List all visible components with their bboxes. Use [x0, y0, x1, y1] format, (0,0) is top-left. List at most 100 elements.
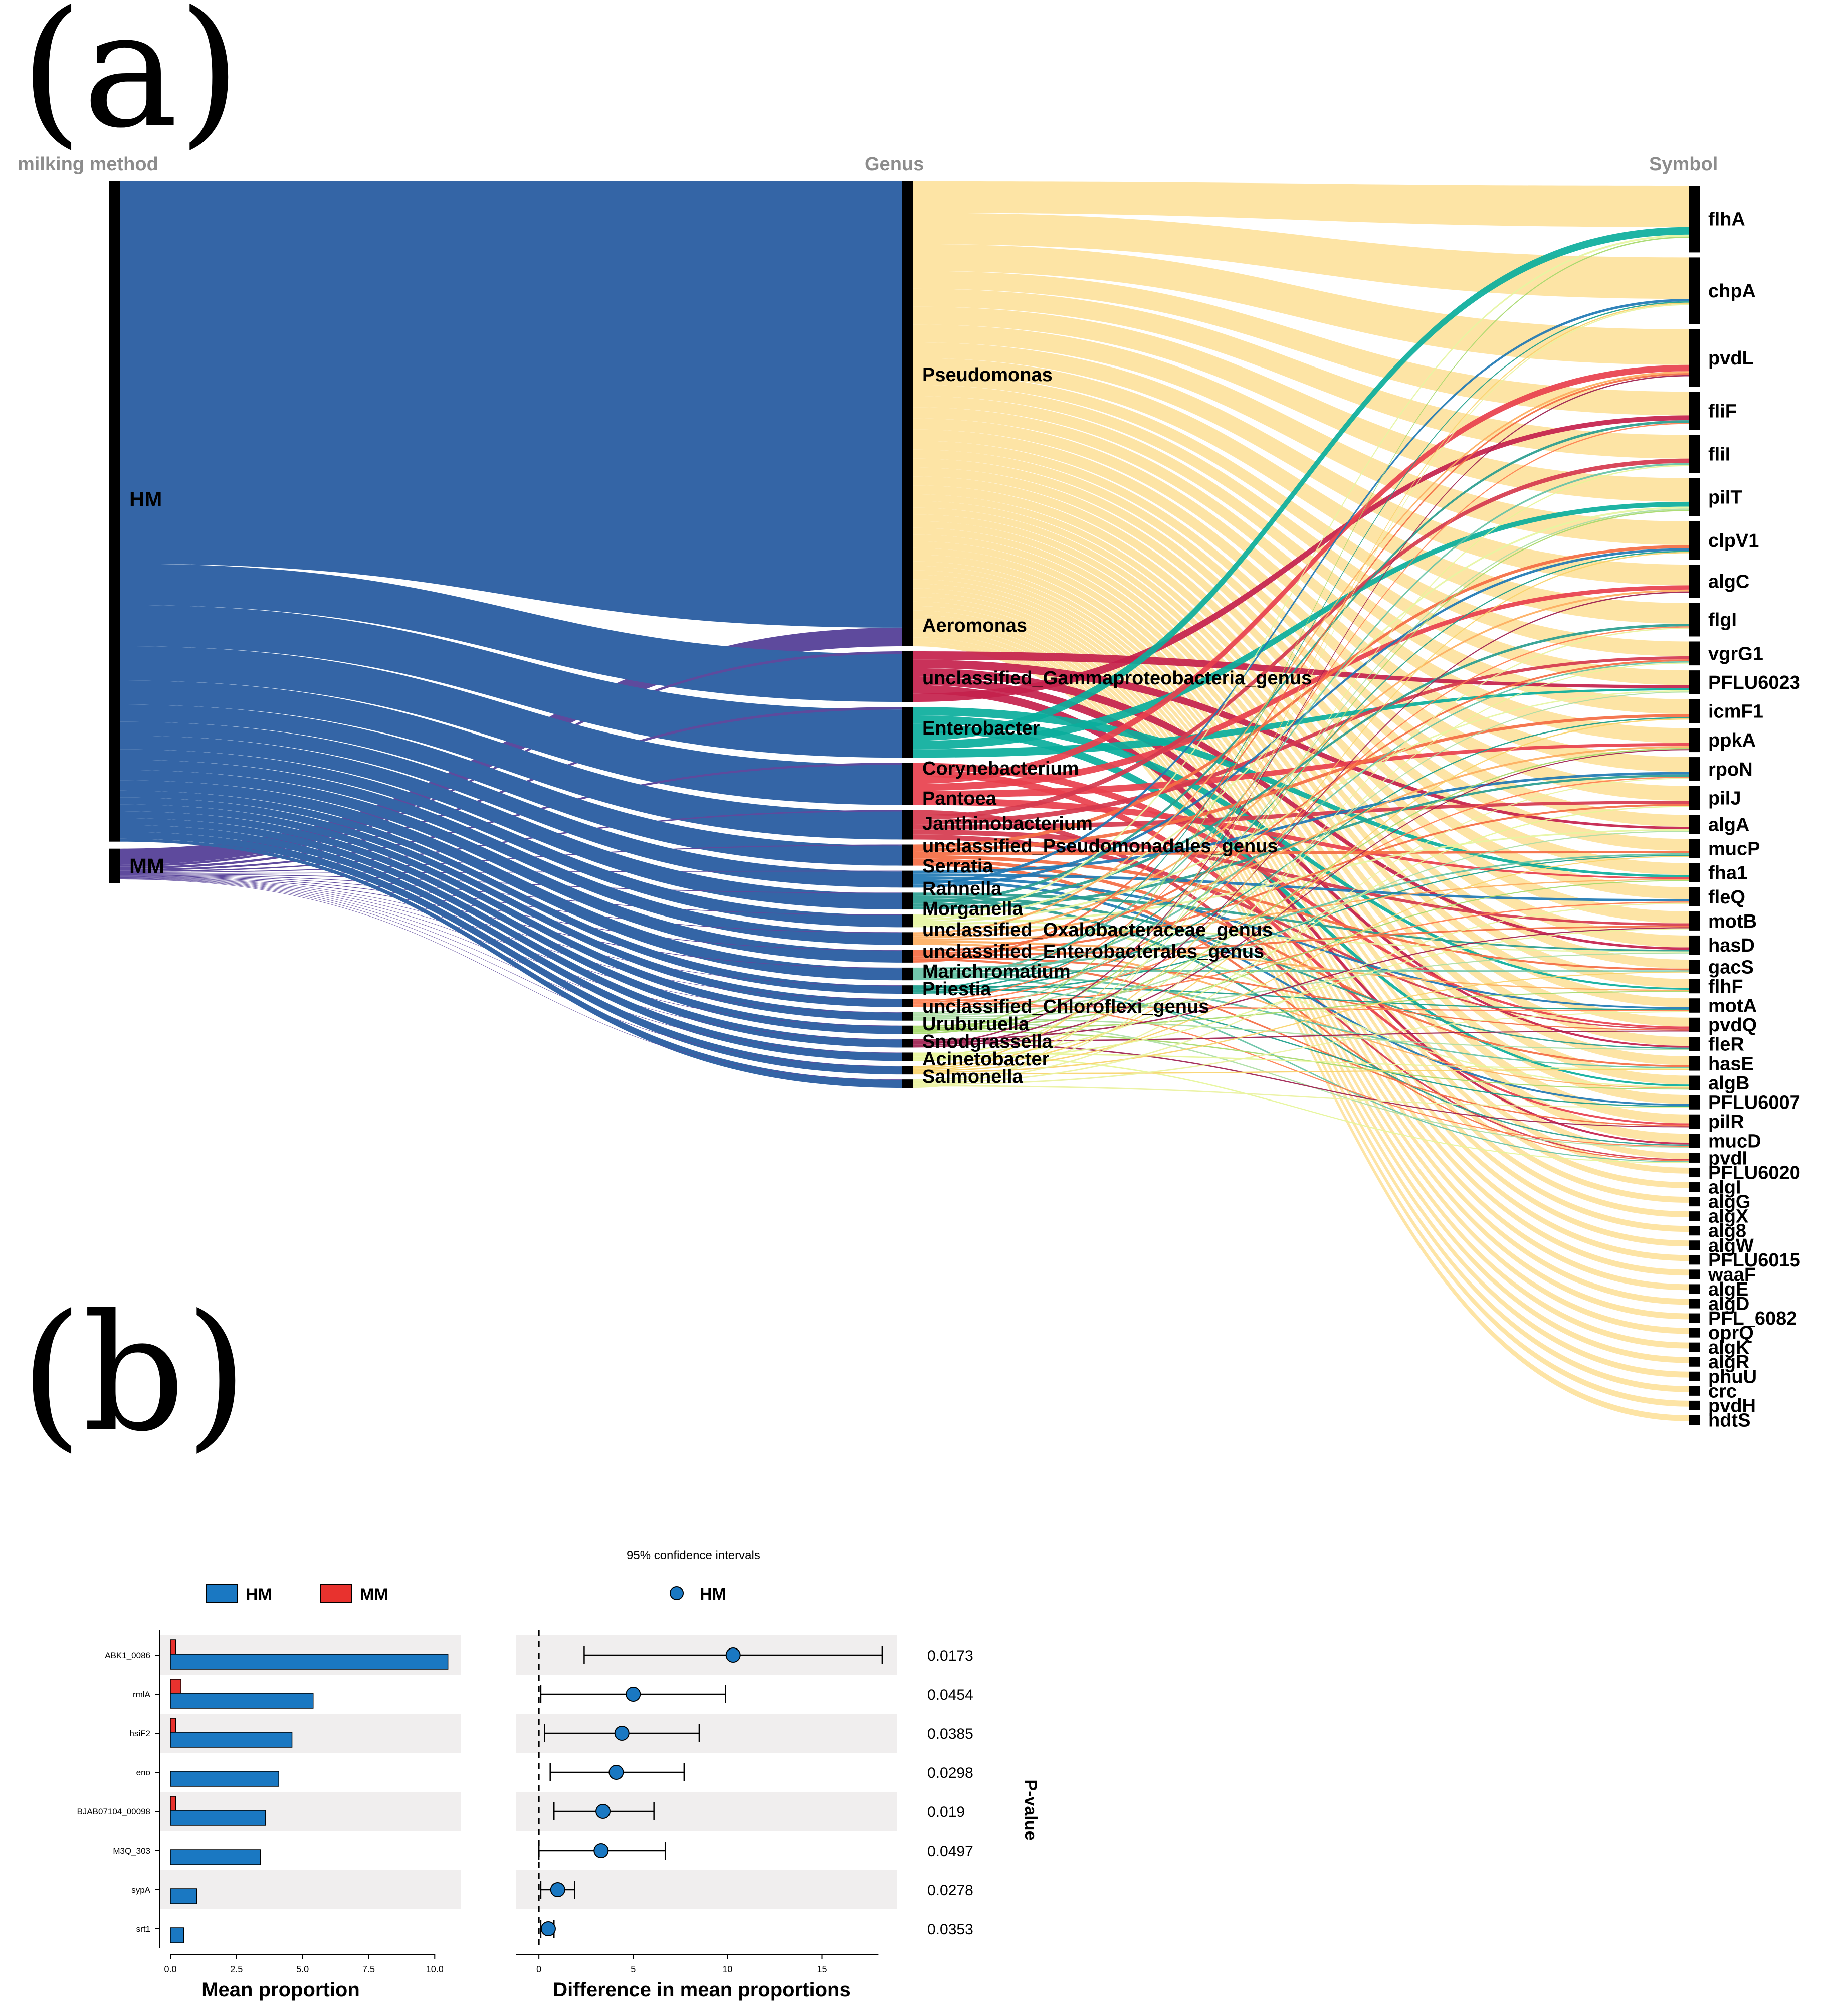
label-genus-acinetobacter: Acinetobacter	[922, 1049, 1050, 1070]
label-genus-rahnella: Rahnella	[922, 878, 1002, 899]
flow-salmonella-fleq	[913, 902, 1689, 1084]
label-symbol-alge: algE	[1708, 1279, 1748, 1300]
flow-rahnella-pvdl	[913, 371, 1689, 935]
node-symbol-pvdq	[1689, 1017, 1700, 1032]
node-genus-unclassified-chloroflexi-genus	[902, 1025, 913, 1034]
label-symbol-flgi: flgI	[1708, 610, 1737, 631]
label-symbol-flha: flhA	[1708, 209, 1745, 230]
node-symbol-pvdl	[1689, 329, 1700, 387]
link-mm-uruburuella	[120, 878, 902, 1040]
bar-mm-rmla	[170, 1679, 181, 1694]
node-symbol-algr	[1689, 1357, 1700, 1367]
label-symbol-alga: algA	[1708, 814, 1749, 835]
node-genus-unclassified-oxalobacteraceae-genus	[902, 967, 913, 981]
node-symbol-mucp	[1689, 839, 1700, 858]
node-symbol-mota	[1689, 998, 1700, 1013]
node-symbol-vgrg1	[1689, 641, 1700, 666]
sankey-diagram: milking method Genus Symbol HM MM Pseudomonas…	[18, 154, 1800, 1431]
diff-point-sypa	[550, 1882, 565, 1897]
node-symbol-fler	[1689, 1037, 1700, 1051]
flow-uruburuella-algc	[913, 591, 1689, 1046]
flow-aeromonas-pflu6023	[913, 651, 1689, 688]
column-header-milking-method: milking method	[18, 154, 158, 175]
node-symbol-motb	[1689, 911, 1700, 931]
flow-acinetobacter-hase	[913, 1069, 1689, 1075]
label-genus-pantoea: Pantoea	[922, 788, 997, 809]
link-hm-marichromatium	[120, 797, 902, 1007]
right-x-tick-label: 15	[817, 1964, 827, 1974]
flow-pseudomonas-fleq	[913, 467, 1689, 899]
label-symbol-pvdl: pvdL	[1708, 348, 1754, 369]
flow-pseudomonas-flif	[913, 271, 1689, 416]
flow-unclassified-oxalobacteraceae-genus-hase	[913, 972, 1689, 1068]
label-symbol-mucd: mucD	[1708, 1131, 1761, 1152]
flow-corynebacterium-flii	[913, 458, 1689, 820]
label-symbol-algk: algK	[1708, 1337, 1750, 1358]
ci-legend-label: HM	[700, 1585, 726, 1604]
label-symbol-alg8: alg8	[1708, 1221, 1746, 1242]
bar-mm-hsif2	[170, 1718, 176, 1733]
flow-unclassified-gammaproteobacteria-genus-pilt	[913, 501, 1689, 750]
p-value-abk1-0086: 0.0173	[927, 1647, 973, 1664]
p-value-bjab07104-00098: 0.019	[927, 1804, 965, 1820]
label-genus-unclassified-pseudomonadales-genus: unclassified_Pseudomonadales_genus	[922, 836, 1278, 857]
flow-pseudomonas-flgi	[913, 358, 1689, 624]
flow-pseudomonas-pilj	[913, 429, 1689, 801]
feature-label-srt1: srt1	[136, 1924, 150, 1934]
label-symbol-pilj: pilJ	[1708, 788, 1741, 809]
p-value-srt1: 0.0353	[927, 1921, 973, 1938]
flow-pseudomonas-mota	[913, 507, 1689, 1007]
left-x-tick-label: 2.5	[230, 1964, 243, 1974]
flow-pseudomonas-pflu6023	[913, 385, 1689, 685]
node-symbol-hase	[1689, 1056, 1700, 1071]
node-symbol-algk	[1689, 1342, 1700, 1352]
flow-serratia-hasd	[913, 925, 1689, 953]
legend-hm-swatch	[206, 1584, 238, 1603]
link-hm-rahnella	[120, 760, 902, 945]
node-method-mm	[109, 848, 120, 883]
flow-pseudomonas-pilr	[913, 547, 1689, 1124]
node-genus-pantoea	[902, 844, 913, 866]
feature-label-rmla: rmlA	[133, 1690, 151, 1699]
flow-unclassified-gammaproteobacteria-genus-pflu6023	[913, 688, 1689, 758]
label-symbol-gacs: gacS	[1708, 957, 1754, 978]
flow-uruburuella-pvdl	[913, 375, 1689, 1045]
label-symbol-algd: algD	[1708, 1294, 1749, 1315]
node-symbol-flhf	[1689, 979, 1700, 994]
label-method-hm: HM	[129, 487, 162, 511]
label-symbol-pilr: pilR	[1708, 1112, 1744, 1133]
label-symbol-phuu: phuU	[1708, 1366, 1757, 1387]
label-symbol-chpa: chpA	[1708, 281, 1756, 302]
flow-unclassified-pseudomonadales-genus-fler	[913, 895, 1689, 1049]
flow-aeromonas-hasd	[913, 668, 1689, 950]
label-genus-snodgrassella: Snodgrassella	[922, 1031, 1053, 1052]
flow-unclassified-gammaproteobacteria-genus-fha1	[913, 707, 1689, 878]
link-mm-acinetobacter	[120, 878, 902, 1067]
flow-priestia-fler	[913, 1018, 1689, 1050]
flow-pseudomonas-pvdl	[913, 244, 1689, 365]
link-hm-janthinobacterium	[120, 721, 902, 888]
node-symbol-pvdh	[1689, 1400, 1700, 1410]
label-genus-morganella: Morganella	[922, 898, 1023, 920]
link-hm-uruburuella	[120, 818, 902, 1048]
label-genus-unclassified-enterobacterales-genus: unclassified_Enterobacterales_genus	[922, 941, 1264, 962]
node-genus-morganella	[902, 950, 913, 963]
bar-hm-hsif2	[170, 1732, 293, 1748]
link-hm-unclassified-gammaproteobacteria-genus	[120, 605, 902, 758]
flow-pseudomonas-clpv1	[913, 324, 1689, 545]
diff-point-bjab07104-00098	[595, 1804, 611, 1819]
node-genus-corynebacterium	[902, 810, 913, 840]
link-hm-unclassified-pseudomonadales-genus	[120, 736, 902, 910]
flow-pseudomonas-chpa	[913, 213, 1689, 299]
node-symbol-algg	[1689, 1197, 1700, 1207]
feature-label-sypa: sypA	[131, 1885, 150, 1895]
flow-acinetobacter-mucp	[913, 856, 1689, 1072]
node-symbol-algc	[1689, 565, 1700, 598]
node-symbol-pvdi	[1689, 1153, 1700, 1163]
flow-aeromonas-fler	[913, 676, 1689, 1048]
link-hm-pseudomonas	[120, 181, 902, 628]
flow-rahnella-algc	[913, 589, 1689, 937]
flow-enterobacter-algc	[913, 585, 1689, 791]
node-symbol-algw	[1689, 1240, 1700, 1250]
